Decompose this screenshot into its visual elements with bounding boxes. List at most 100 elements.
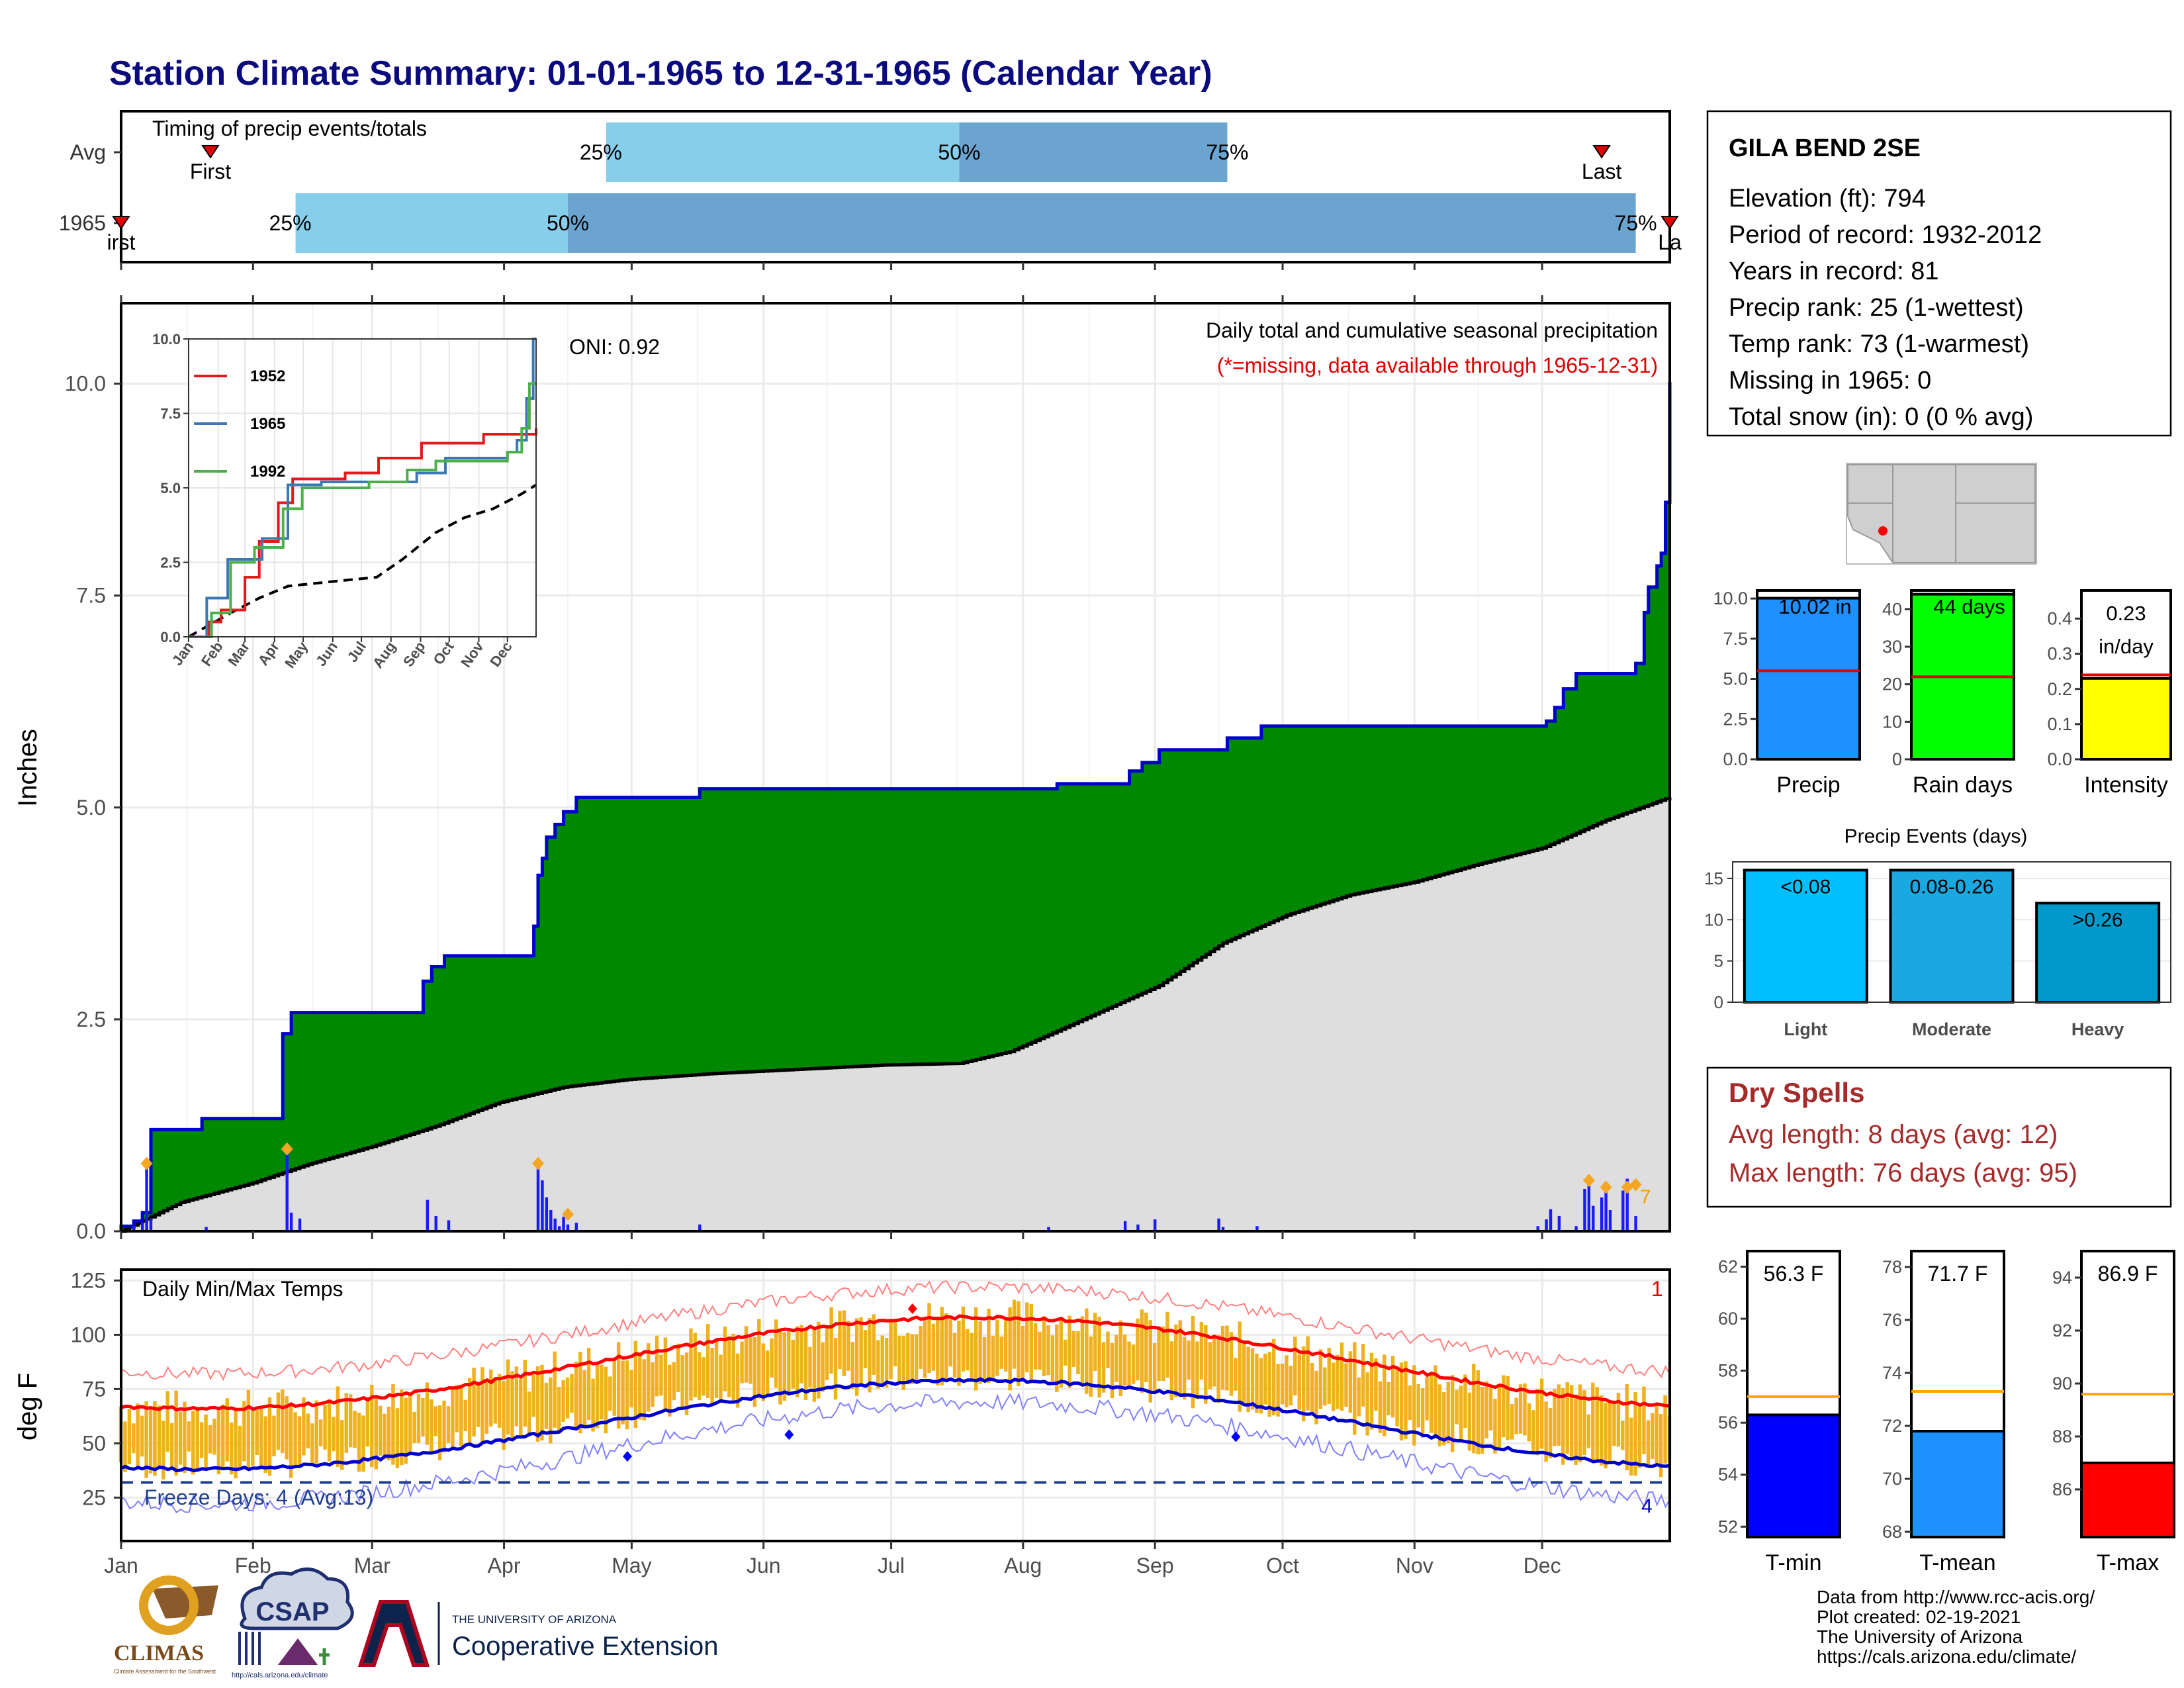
daily-temp-bar: [859, 1317, 863, 1387]
temp-series: [118, 1280, 1672, 1514]
daily-temp-bar: [1404, 1361, 1408, 1440]
precip-y-tick-label: 10.0: [65, 372, 106, 396]
daily-precip-bar: [140, 1223, 144, 1231]
daily-temp-bar: [782, 1332, 787, 1401]
month-axis: Jan Feb Mar Apr May Jun Jul Aug Sep Oct Nov Dec: [104, 1541, 1561, 1577]
climas-mountain-icon: [152, 1585, 218, 1618]
daily-precip-bar: [545, 1197, 549, 1231]
daily-temp-bar: [1012, 1299, 1017, 1369]
daily-temp-bar: [259, 1409, 263, 1468]
daily-temp-bar: [1429, 1372, 1433, 1433]
extreme-event-marker: [281, 1142, 293, 1156]
daily-temp-bar: [795, 1326, 799, 1397]
daily-temp-bar: [591, 1378, 595, 1432]
daily-temp-bar: [127, 1409, 132, 1465]
daily-temp-bar: [183, 1401, 187, 1474]
extreme-event-marker: [1582, 1174, 1595, 1188]
daily-temp-bar: [1161, 1326, 1165, 1382]
daily-temp-bar: [251, 1410, 255, 1466]
daily-temp-bar: [1539, 1378, 1544, 1449]
summary-bar-tick-label: 52: [1718, 1517, 1738, 1536]
summary-bar-tick-label: 0.0: [2047, 749, 2072, 769]
daily-temp-bar: [1646, 1420, 1651, 1468]
daily-precip-bar: [557, 1226, 561, 1231]
summary-bar-tick-label: 20: [1882, 675, 1902, 694]
daily-temp-bar: [1327, 1348, 1331, 1404]
summary-bar-tick-label: 10.0: [1713, 588, 1748, 608]
summary-bar-tick-label: 0.0: [1723, 749, 1748, 769]
events-bar-value: >0.26: [2073, 909, 2123, 931]
daily-temp-bar: [825, 1328, 829, 1381]
credit-line-1: Data from http://www.rcc-acis.org/: [1817, 1587, 2095, 1607]
daily-temp-bar: [361, 1415, 365, 1472]
daily-precip-bar: [447, 1220, 451, 1231]
daily-temp-bar: [1174, 1324, 1178, 1397]
daily-temp-bar: [1353, 1342, 1357, 1435]
daily-temp-bar: [757, 1319, 761, 1399]
daily-temp-bar: [476, 1384, 480, 1427]
daily-precip-bar: [549, 1209, 553, 1231]
daily-temp-bar: [510, 1371, 514, 1439]
daily-temp-bar: [765, 1350, 770, 1397]
daily-temp-bar: [1046, 1325, 1050, 1376]
daily-temp-bar: [616, 1342, 621, 1429]
daily-temp-bar: [1463, 1374, 1467, 1428]
events-bars: 0 5 10 15 <0.08 Light 0.08-0.26 Moderate >0.26 He…: [1704, 861, 2171, 1039]
station-detail-line: Missing in 1965: 0: [1729, 367, 1931, 395]
daily-temp-bar: [1629, 1417, 1633, 1476]
summary-bar-label: Rain days: [1913, 773, 2013, 798]
daily-precip-bar: [149, 1218, 153, 1231]
daily-temp-bar: [132, 1423, 136, 1454]
daily-temp-bar: [787, 1331, 791, 1396]
daily-temp-bar: [1523, 1383, 1527, 1436]
daily-precip-bar: [1545, 1219, 1548, 1231]
first-event-label: First: [190, 160, 231, 183]
summary-bar-label: T-max: [2097, 1550, 2159, 1575]
summary-bar-tick-label: 7.5: [1723, 629, 1748, 649]
precip-y-tick-label: 5.0: [77, 796, 106, 820]
events-title: Precip Events (days): [1844, 825, 2028, 847]
daily-temp-bar: [1361, 1343, 1365, 1407]
average-cumulative-fill: [121, 797, 1670, 1231]
daily-temp-bar: [502, 1381, 506, 1450]
summary-bar-tick-label: 0.2: [2047, 679, 2072, 699]
precip-events-chart: Precip Events (days) 0 5 10 15 <0.08 Light 0.0…: [1704, 825, 2171, 1039]
daily-temp-bar: [1050, 1335, 1055, 1382]
events-bar-value: 0.08-0.26: [1910, 876, 1994, 898]
daily-temp-bar: [944, 1313, 948, 1380]
daily-precip-bar: [1574, 1226, 1578, 1231]
daily-temp-bar: [281, 1389, 285, 1454]
daily-temp-bar: [940, 1307, 944, 1385]
month-label: Jul: [878, 1554, 905, 1577]
daily-precip-bar: [1549, 1209, 1553, 1231]
daily-temp-bar: [1285, 1355, 1289, 1408]
daily-precip-bar: [1255, 1226, 1259, 1231]
summary-bar-tick-label: 0: [1892, 749, 1902, 769]
daily-temp-bar: [1318, 1349, 1323, 1409]
daily-temp-bar: [463, 1399, 467, 1432]
daily-temp-bar: [901, 1335, 906, 1391]
daily-temp-bar: [1229, 1332, 1234, 1396]
timing-p25-label: 25%: [269, 211, 312, 235]
oni-label: ONI: 0.92: [569, 335, 660, 359]
daily-temp-bar: [774, 1319, 778, 1388]
daily-temp-bar: [1378, 1381, 1383, 1433]
station-detail-line: Precip rank: 25 (1-wettest): [1729, 294, 2024, 322]
summary-bar-tick-label: 2.5: [1723, 709, 1748, 729]
daily-precip-bars: [119, 1149, 1637, 1231]
figure-title: Station Climate Summary: 01-01-1965 to 1…: [109, 54, 1212, 93]
daily-temp-bar: [957, 1321, 961, 1386]
daily-temp-bar: [948, 1319, 952, 1367]
daily-temp-bar: [221, 1404, 225, 1470]
daily-temp-bar: [561, 1380, 565, 1422]
daily-temp-bar: [1199, 1322, 1204, 1380]
daily-temp-bar: [123, 1421, 127, 1472]
daily-temp-bar: [1502, 1375, 1506, 1438]
daily-temp-bar: [387, 1407, 391, 1461]
daily-temp-bar: [1140, 1309, 1144, 1393]
daily-temp-bar: [323, 1405, 327, 1450]
daily-temp-bar: [1080, 1316, 1085, 1385]
daily-temp-bar: [803, 1328, 808, 1401]
daily-precip-bar: [145, 1163, 148, 1231]
daily-temp-bar: [1569, 1385, 1574, 1458]
